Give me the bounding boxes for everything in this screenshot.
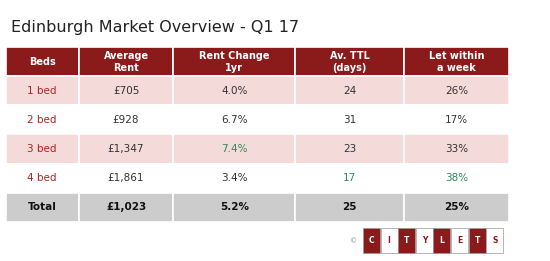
Text: Edinburgh Market Overview - Q1 17: Edinburgh Market Overview - Q1 17 [11, 20, 299, 34]
Text: 17%: 17% [445, 115, 468, 125]
FancyBboxPatch shape [381, 228, 398, 253]
Text: Beds: Beds [29, 57, 56, 67]
Text: 24: 24 [343, 86, 356, 96]
FancyBboxPatch shape [6, 134, 79, 164]
FancyBboxPatch shape [79, 164, 173, 193]
FancyBboxPatch shape [79, 47, 173, 76]
FancyBboxPatch shape [486, 228, 503, 253]
FancyBboxPatch shape [6, 76, 79, 105]
FancyBboxPatch shape [295, 76, 404, 105]
Text: ©: © [350, 238, 356, 244]
FancyBboxPatch shape [79, 134, 173, 164]
FancyBboxPatch shape [173, 105, 295, 134]
Text: £705: £705 [113, 86, 139, 96]
Text: £1,023: £1,023 [106, 202, 146, 212]
FancyBboxPatch shape [173, 164, 295, 193]
Text: 6.7%: 6.7% [221, 115, 248, 125]
FancyBboxPatch shape [295, 193, 404, 222]
FancyBboxPatch shape [173, 134, 295, 164]
Text: 26%: 26% [445, 86, 468, 96]
FancyBboxPatch shape [404, 105, 509, 134]
FancyBboxPatch shape [469, 228, 486, 253]
Text: L: L [439, 236, 444, 245]
FancyBboxPatch shape [295, 47, 404, 76]
Text: C: C [368, 236, 375, 245]
FancyBboxPatch shape [173, 193, 295, 222]
FancyBboxPatch shape [404, 164, 509, 193]
Text: 5.2%: 5.2% [220, 202, 249, 212]
FancyBboxPatch shape [398, 228, 415, 253]
FancyBboxPatch shape [6, 193, 79, 222]
FancyBboxPatch shape [173, 47, 295, 76]
FancyBboxPatch shape [295, 164, 404, 193]
Text: T: T [404, 236, 409, 245]
FancyBboxPatch shape [79, 193, 173, 222]
Text: 7.4%: 7.4% [221, 144, 248, 154]
FancyBboxPatch shape [404, 134, 509, 164]
FancyBboxPatch shape [363, 228, 380, 253]
Text: 23: 23 [343, 144, 356, 154]
FancyBboxPatch shape [6, 164, 79, 193]
Text: £1,861: £1,861 [108, 173, 144, 183]
FancyBboxPatch shape [79, 105, 173, 134]
Text: 3.4%: 3.4% [221, 173, 248, 183]
FancyBboxPatch shape [6, 105, 79, 134]
Text: E: E [457, 236, 462, 245]
Text: £1,347: £1,347 [108, 144, 144, 154]
Text: 2 bed: 2 bed [28, 115, 57, 125]
Text: Y: Y [422, 236, 427, 245]
Text: 4 bed: 4 bed [28, 173, 57, 183]
Text: I: I [388, 236, 390, 245]
Text: T: T [475, 236, 480, 245]
Text: 3 bed: 3 bed [28, 144, 57, 154]
FancyBboxPatch shape [404, 47, 509, 76]
FancyBboxPatch shape [404, 76, 509, 105]
Text: 4.0%: 4.0% [221, 86, 248, 96]
FancyBboxPatch shape [295, 134, 404, 164]
Text: 33%: 33% [445, 144, 468, 154]
FancyBboxPatch shape [433, 228, 450, 253]
Text: 31: 31 [343, 115, 356, 125]
FancyBboxPatch shape [404, 193, 509, 222]
Text: Total: Total [28, 202, 57, 212]
Text: S: S [492, 236, 497, 245]
Text: 38%: 38% [445, 173, 468, 183]
FancyBboxPatch shape [6, 47, 79, 76]
Text: Av. TTL
(days): Av. TTL (days) [329, 51, 370, 73]
Text: 25%: 25% [444, 202, 469, 212]
FancyBboxPatch shape [79, 76, 173, 105]
Text: Let within
a week: Let within a week [429, 51, 484, 73]
Text: £928: £928 [113, 115, 139, 125]
Text: 25: 25 [342, 202, 357, 212]
FancyBboxPatch shape [173, 76, 295, 105]
Text: 1 bed: 1 bed [28, 86, 57, 96]
Text: 17: 17 [343, 173, 356, 183]
FancyBboxPatch shape [451, 228, 468, 253]
Text: Rent Change
1yr: Rent Change 1yr [199, 51, 270, 73]
Text: Average
Rent: Average Rent [103, 51, 148, 73]
FancyBboxPatch shape [416, 228, 433, 253]
FancyBboxPatch shape [295, 105, 404, 134]
